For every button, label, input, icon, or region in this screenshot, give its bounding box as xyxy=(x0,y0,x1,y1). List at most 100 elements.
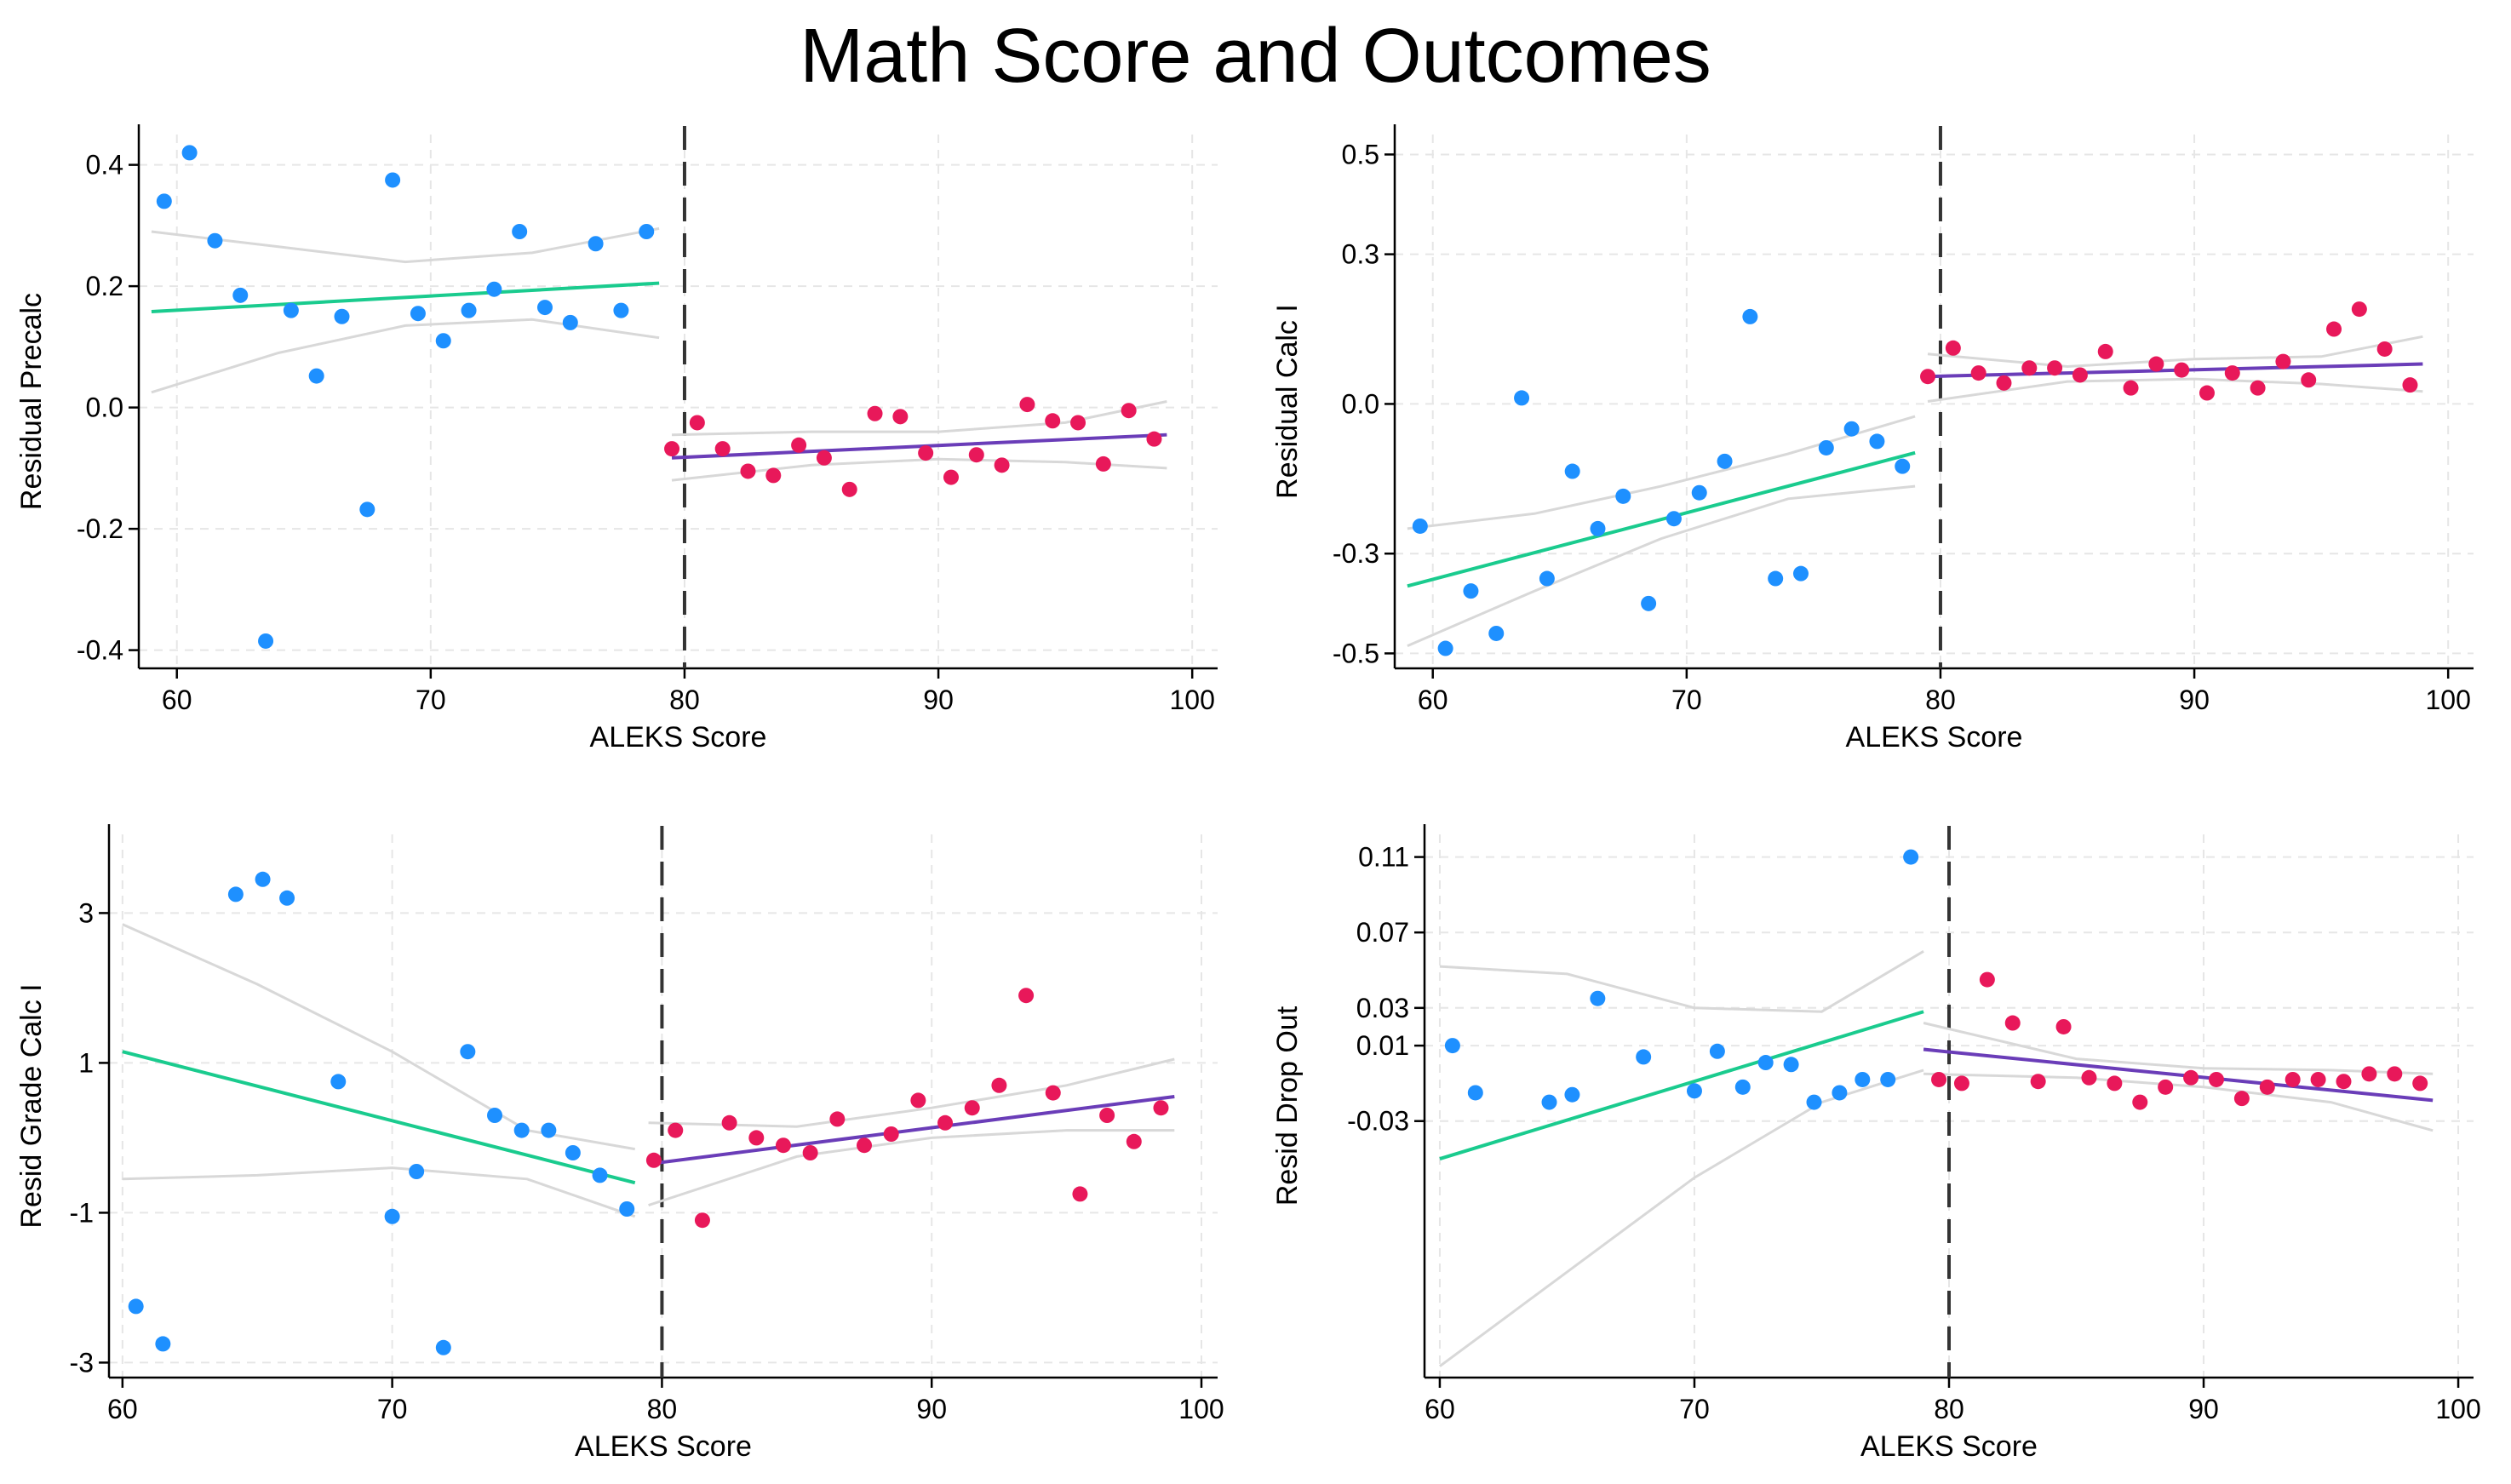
chart-2-above-point-12 xyxy=(2224,365,2240,381)
chart-3-above-fit-line xyxy=(648,1095,1175,1166)
chart-4-above-point-19 xyxy=(2412,1075,2428,1092)
chart-3-above-point-12 xyxy=(964,1100,980,1116)
chart-3-above-point-13 xyxy=(991,1077,1007,1093)
chart-3-above-point-10 xyxy=(910,1092,926,1109)
chart-1-above-point-19 xyxy=(1146,431,1162,447)
chart-3-below-point-10 xyxy=(487,1108,503,1123)
chart-4-above-point-15 xyxy=(2310,1071,2326,1087)
chart-4-below-point-9 xyxy=(1757,1055,1774,1071)
chart-4-above-point-7 xyxy=(2107,1075,2123,1092)
chart-1-above-point-7 xyxy=(841,481,857,497)
chart-3-xtick-label-4: 100 xyxy=(1178,1394,1224,1424)
chart-3-below-point-13 xyxy=(565,1145,581,1160)
chart-2-above-point-10 xyxy=(2174,362,2190,378)
chart-4-ytick-label-4: 0.11 xyxy=(1358,842,1409,873)
chart-3-above-point-4 xyxy=(748,1130,765,1146)
chart-2-xtick-label-2: 80 xyxy=(1925,685,1956,715)
chart-1-below-point-11 xyxy=(435,333,451,349)
chart-2-ytick-label-2: 0.0 xyxy=(1342,388,1379,419)
chart-1-below-point-5 xyxy=(283,302,299,318)
chart-1-below-ci-upper xyxy=(151,226,660,264)
chart-2-below-fit-line xyxy=(1407,450,1916,588)
chart-3-below-ci-upper xyxy=(122,923,635,1151)
chart-2-above-point-16 xyxy=(2326,321,2342,337)
chart-4-above-point-5 xyxy=(2055,1018,2072,1034)
chart-3-above-point-0 xyxy=(645,1152,662,1168)
chart-4-below-point-8 xyxy=(1734,1079,1751,1095)
chart-3-below-point-1 xyxy=(155,1336,171,1352)
chart-3-above-point-5 xyxy=(775,1137,791,1154)
chart-1-xtick-label-0: 60 xyxy=(162,685,192,715)
chart-1-below-point-14 xyxy=(512,224,528,239)
chart-1-xlabel: ALEKS Score xyxy=(590,721,767,753)
chart-4-above-point-11 xyxy=(2208,1071,2224,1087)
chart-3-below-point-3 xyxy=(255,871,271,887)
chart-2-below-point-12 xyxy=(1717,453,1733,469)
chart-4-ytick-label-1: 0.01 xyxy=(1356,1030,1409,1061)
chart-1-above-point-2 xyxy=(714,441,731,457)
chart-2-below-point-11 xyxy=(1691,484,1707,501)
chart-3-below-ci-lower xyxy=(122,1166,636,1218)
chart-1-above-point-1 xyxy=(689,415,705,431)
chart-2-above-point-8 xyxy=(2123,380,2139,396)
chart-1-above-point-0 xyxy=(664,441,680,457)
chart-2-xtick-label-1: 70 xyxy=(1671,685,1702,715)
chart-3-ytick-label-1: -1 xyxy=(70,1197,94,1228)
chart-2-above-point-11 xyxy=(2199,385,2215,401)
chart-4-ytick-label-2: 0.03 xyxy=(1356,993,1409,1023)
chart-3-below-point-0 xyxy=(128,1298,144,1315)
chart-2-above-point-7 xyxy=(2097,343,2113,359)
chart-1-below-point-10 xyxy=(410,306,426,322)
chart-3-below-point-7 xyxy=(409,1164,425,1179)
chart-2-below-point-10 xyxy=(1665,511,1682,527)
chart-3-above-ci-lower xyxy=(648,1129,1175,1207)
panel-grade-calc-i: -3 -1 1 3 60 70 80 90 100 ALEKS Score Resid Grade … xyxy=(0,800,1255,1481)
chart-2-below-point-2 xyxy=(1463,583,1479,599)
chart-2-below-point-19 xyxy=(1895,458,1911,474)
panel-calc-i: -0.5 -0.3 0.0 0.3 0.5 60 70 80 90 100 ALEKS Score R… xyxy=(1256,119,2511,800)
chart-2-below-point-0 xyxy=(1412,518,1428,534)
chart-2-below-point-15 xyxy=(1792,565,1809,582)
chart-4-below-point-10 xyxy=(1783,1057,1799,1073)
chart-1-below-point-4 xyxy=(258,633,274,649)
chart-4-above-point-8 xyxy=(2132,1094,2148,1110)
chart-1-above-point-3 xyxy=(740,463,756,479)
chart-2-ylabel: Residual Calc I xyxy=(1271,304,1304,499)
chart-4-xtick-label-1: 70 xyxy=(1679,1394,1710,1424)
chart-4-below-point-12 xyxy=(1832,1085,1848,1101)
chart-4-below-point-3 xyxy=(1564,1086,1580,1103)
chart-4-below-point-11 xyxy=(1806,1094,1822,1110)
chart-resid-grade-calc-i: -3 -1 1 3 60 70 80 90 100 ALEKS Score Resid Grade … xyxy=(15,824,1224,1463)
chart-1-above-point-16 xyxy=(1070,415,1086,431)
chart-4-above-point-4 xyxy=(2030,1074,2046,1090)
chart-4-below-ci-upper xyxy=(1439,950,1924,1013)
chart-1-below-point-6 xyxy=(308,368,324,384)
chart-2-above-point-5 xyxy=(2047,360,2063,376)
chart-1-below-fit-line xyxy=(151,281,660,314)
chart-2-below-point-5 xyxy=(1539,570,1555,587)
chart-2-ytick-label-0: -0.5 xyxy=(1333,638,1379,668)
chart-4-above-ci-lower xyxy=(1923,1072,2434,1132)
panel-precalc: -0.4 -0.2 0.0 0.2 0.4 60 70 80 90 100 ALEKS Score R… xyxy=(0,119,1255,800)
chart-1-above-fit-line xyxy=(671,433,1167,460)
chart-1-above-point-11 xyxy=(943,469,959,485)
chart-4-xtick-label-0: 60 xyxy=(1425,1394,1455,1424)
chart-1-ytick-label-3: 0.2 xyxy=(86,271,123,301)
chart-2-ytick-label-4: 0.5 xyxy=(1342,139,1379,169)
chart-3-below-point-14 xyxy=(592,1167,608,1183)
chart-1-below-point-12 xyxy=(461,302,477,318)
chart-2-above-point-17 xyxy=(2351,301,2367,318)
chart-3-above-point-1 xyxy=(668,1122,684,1138)
chart-2-below-point-16 xyxy=(1818,439,1834,456)
chart-2-below-point-6 xyxy=(1564,463,1580,479)
chart-4-below-point-0 xyxy=(1444,1038,1460,1054)
chart-4-above-point-9 xyxy=(2158,1079,2174,1095)
chart-4-above-point-3 xyxy=(2004,1015,2021,1031)
chart-2-above-point-4 xyxy=(2021,360,2038,376)
chart-1-above-point-17 xyxy=(1095,456,1111,472)
chart-3-above-point-17 xyxy=(1099,1108,1115,1123)
chart-1-above-point-4 xyxy=(765,467,782,484)
chart-3-above-point-16 xyxy=(1072,1186,1088,1202)
chart-3-below-point-9 xyxy=(460,1044,476,1060)
chart-4-below-point-14 xyxy=(1880,1071,1896,1087)
